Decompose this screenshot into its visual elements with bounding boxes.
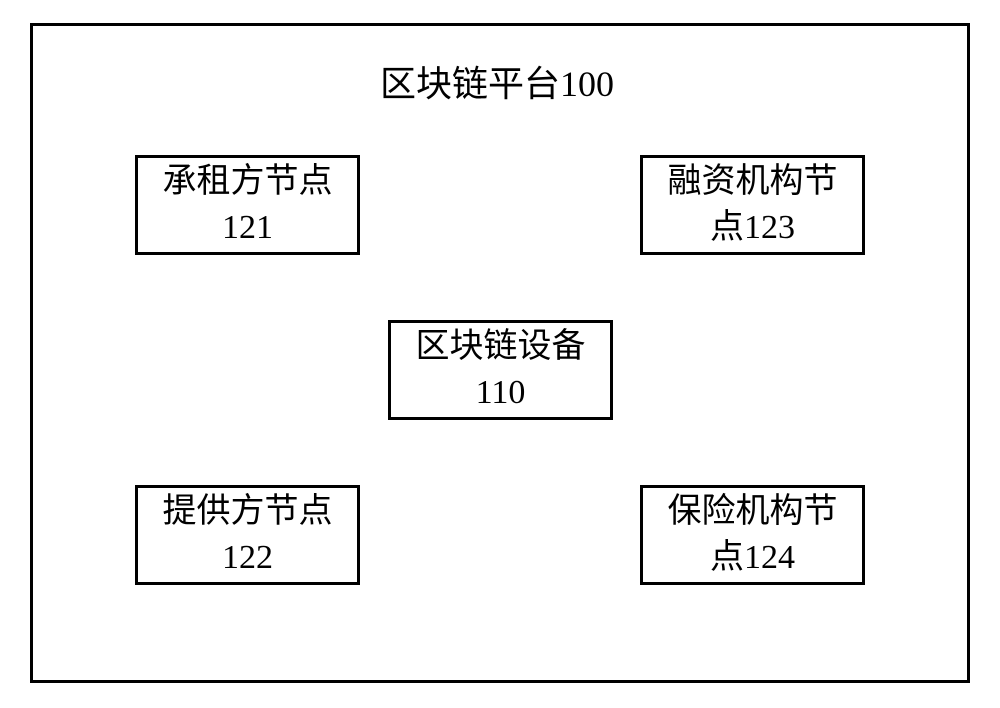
node-insurance-line2: 点124 xyxy=(710,535,795,581)
node-device-line1: 区块链设备 xyxy=(416,324,586,370)
node-device-line2: 110 xyxy=(476,370,526,416)
node-insurance: 保险机构节 点124 xyxy=(640,485,865,585)
node-financing: 融资机构节 点123 xyxy=(640,155,865,255)
node-provider-line2: 122 xyxy=(222,535,273,581)
node-lessee-line2: 121 xyxy=(222,205,273,251)
node-financing-line1: 融资机构节 xyxy=(668,159,838,205)
node-provider: 提供方节点 122 xyxy=(135,485,360,585)
node-insurance-line1: 保险机构节 xyxy=(668,489,838,535)
diagram-title: 区块链平台100 xyxy=(380,55,614,107)
node-lessee: 承租方节点 121 xyxy=(135,155,360,255)
node-lessee-line1: 承租方节点 xyxy=(163,159,333,205)
node-financing-line2: 点123 xyxy=(710,205,795,251)
node-device: 区块链设备 110 xyxy=(388,320,613,420)
node-provider-line1: 提供方节点 xyxy=(163,489,333,535)
